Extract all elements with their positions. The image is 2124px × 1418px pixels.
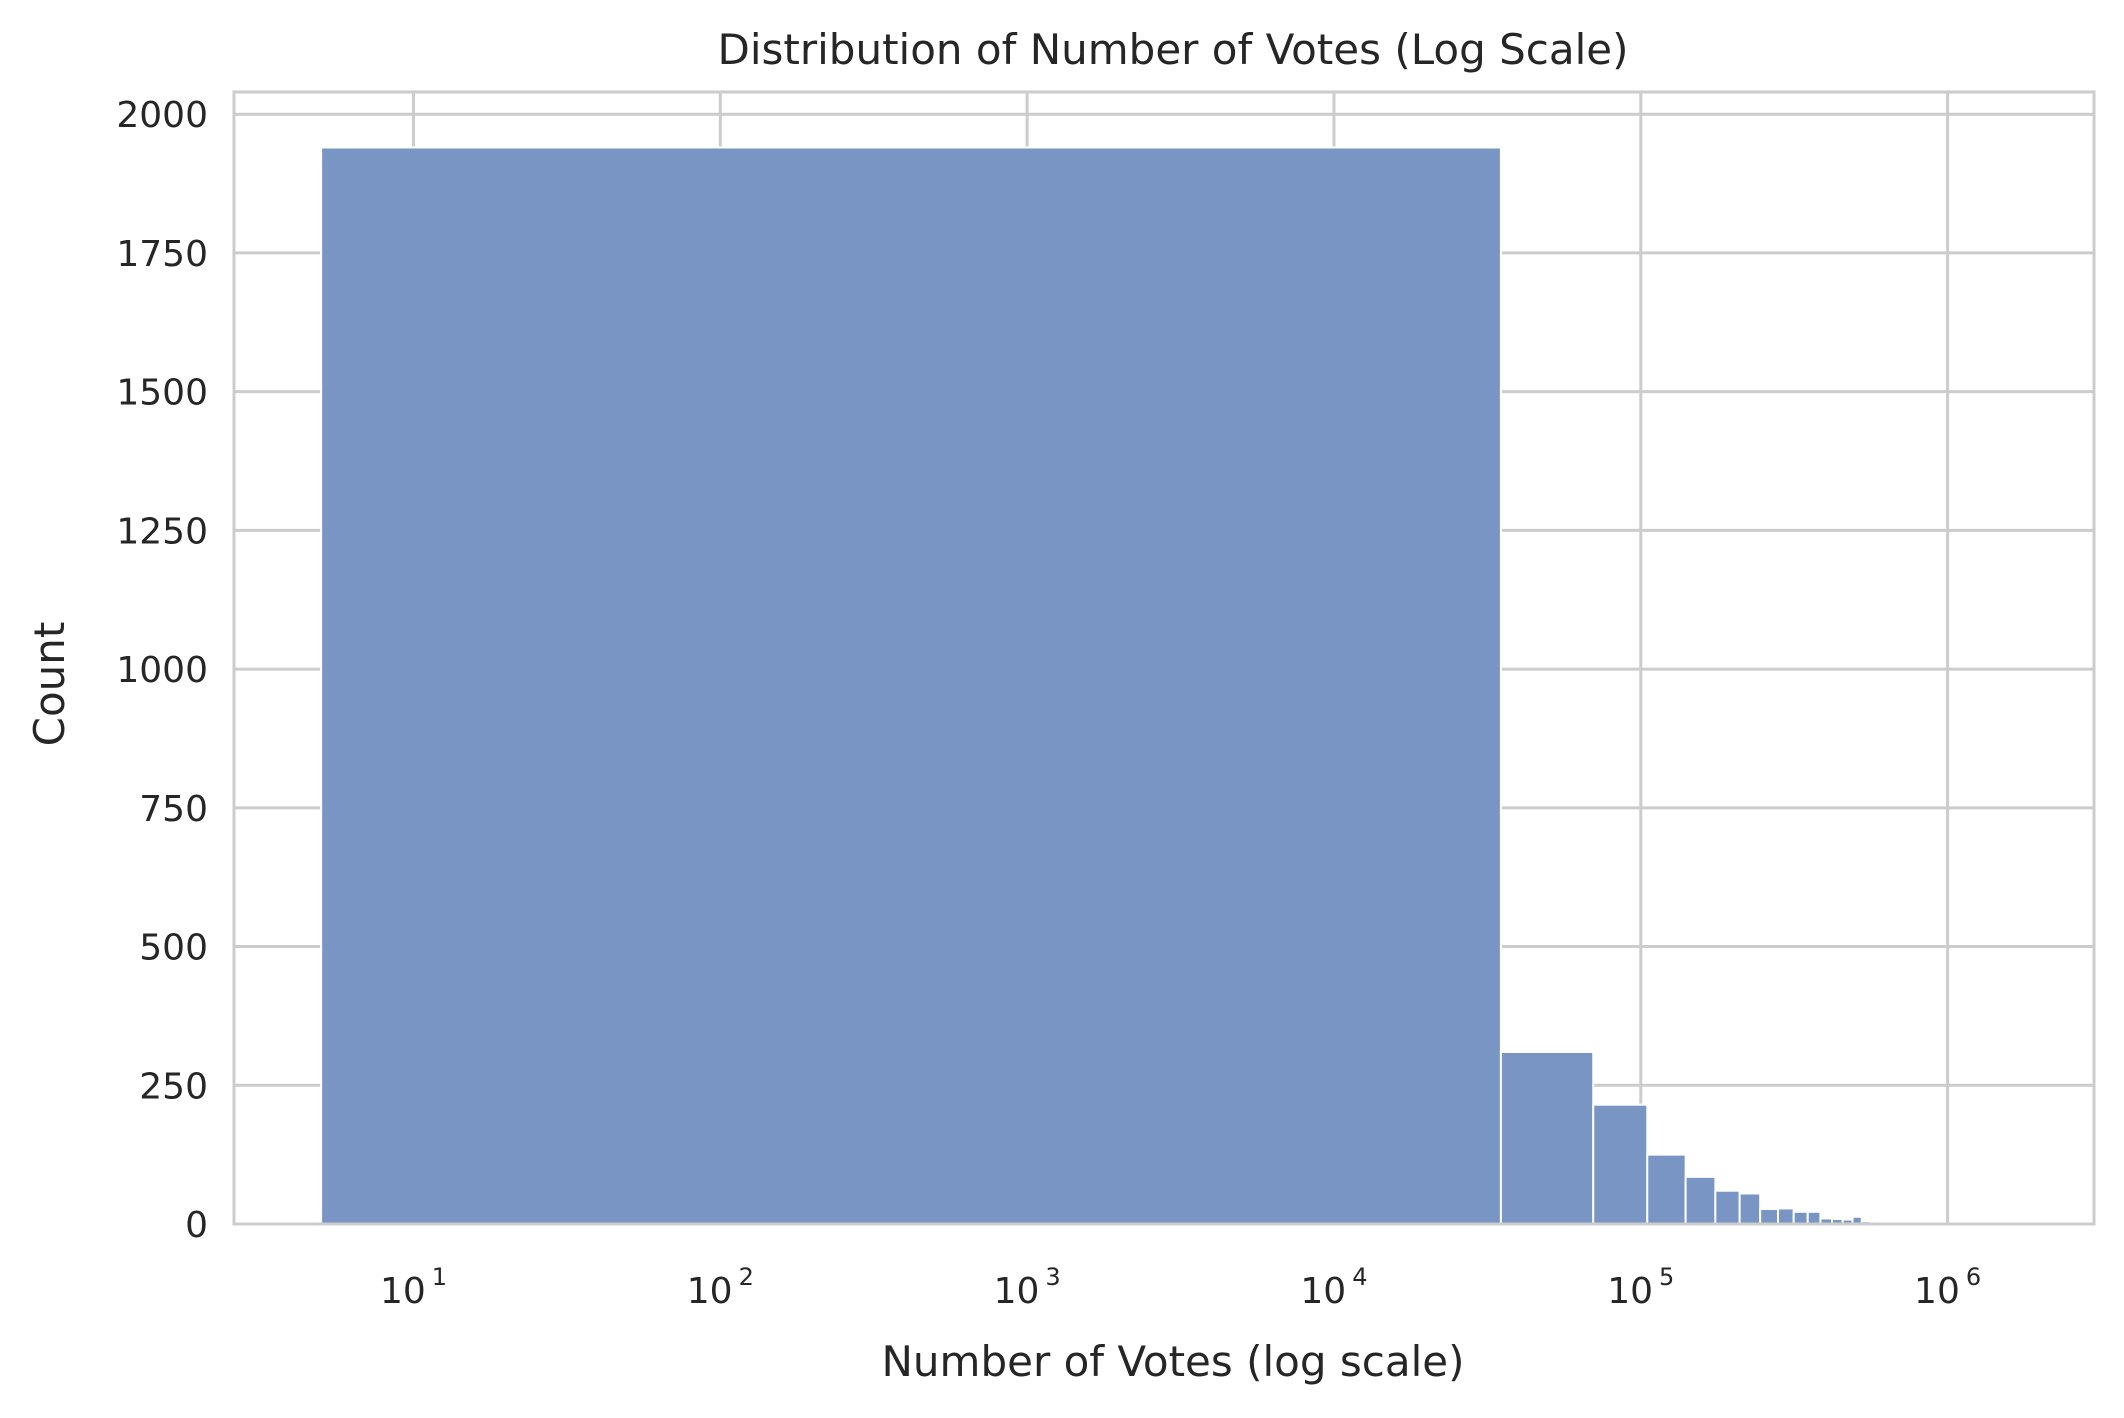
y-tick-label: 1750 [116,234,208,275]
y-tick-label: 0 [185,1205,208,1246]
histogram-bar [1806,1210,1822,1225]
x-tick-label: 10 2 [687,1263,754,1312]
histogram-bar [1776,1207,1795,1226]
x-tick-label: 10 1 [380,1263,447,1312]
histogram-bar [1646,1153,1687,1225]
histogram-bar [1592,1103,1649,1225]
y-tick-label: 250 [139,1066,208,1107]
x-axis-ticks: 10 1 10 2 10 3 10 4 10 5 10 6 [380,1263,1981,1312]
y-tick-label: 1500 [116,373,208,414]
x-axis-label: Number of Votes (log scale) [882,1337,1465,1386]
y-tick-label: 1000 [116,650,208,691]
plot-frame [232,90,2096,1226]
histogram-bar [320,146,1502,1225]
y-axis-label: Count [25,622,74,747]
y-tick-label: 750 [139,789,208,830]
x-tick-label: 10 5 [1607,1263,1674,1312]
y-axis-ticks: 0 250 500 750 1000 1250 1500 1750 2000 [116,95,208,1246]
histogram-bar [1714,1189,1741,1226]
x-tick-label: 10 3 [994,1263,1061,1312]
histogram-bar [1684,1175,1717,1226]
y-tick-label: 500 [139,928,208,969]
y-tick-label: 2000 [116,95,208,136]
histogram-bar [1499,1050,1595,1225]
histogram-bar [1759,1208,1779,1226]
chart-title: Distribution of Number of Votes (Log Sca… [718,25,1629,74]
histogram-bar [1792,1210,1809,1225]
x-tick-label: 10 6 [1914,1263,1981,1312]
y-tick-label: 1250 [116,511,208,552]
histogram-bar [1738,1192,1762,1225]
x-tick-label: 10 4 [1300,1263,1367,1312]
histogram-bars [320,146,2041,1226]
